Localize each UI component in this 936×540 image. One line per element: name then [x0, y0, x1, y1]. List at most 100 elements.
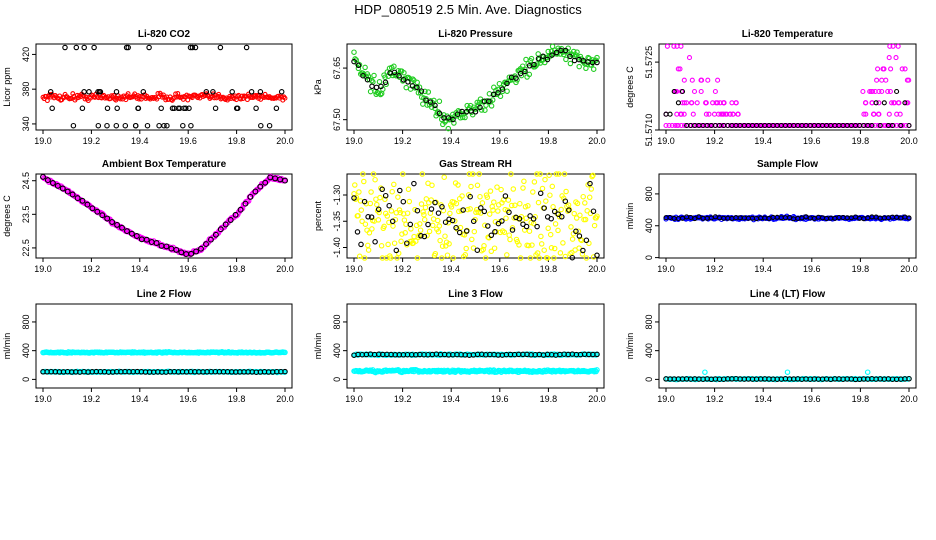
panel-p4: Ambient Box Temperature 19.0 19.2 19.4 19.6 1… [2, 159, 294, 274]
data-point [400, 171, 406, 177]
x-tick-label: 19.8 [228, 264, 246, 274]
data-point [712, 88, 718, 95]
data-point [114, 105, 120, 112]
data-point [430, 222, 436, 229]
panel-p3: Li-820 Temperature 19.0 19.2 19.4 19.6 19.8 20… [625, 29, 918, 146]
data-point [895, 43, 901, 49]
data-point [509, 227, 516, 233]
data-point [143, 236, 150, 243]
data-point [525, 203, 531, 209]
data-point [587, 180, 593, 187]
data-point [428, 206, 435, 212]
data-point [411, 180, 417, 187]
x-tick-label: 20.0 [588, 264, 606, 274]
data-point [424, 102, 430, 108]
data-point [74, 195, 81, 202]
data-point [477, 193, 483, 200]
data-point [487, 188, 494, 194]
x-tick-label: 19.0 [34, 136, 52, 146]
data-point [863, 122, 869, 129]
data-point [421, 233, 428, 240]
x-tick-label: 19.2 [394, 264, 412, 274]
data-point [446, 241, 452, 247]
x-tick-label: 19.8 [228, 394, 246, 404]
data-point [681, 100, 687, 106]
x-tick-label: 19.0 [34, 394, 52, 404]
data-point [588, 186, 595, 192]
data-point [356, 189, 362, 195]
data-point [877, 122, 883, 129]
data-point [482, 107, 488, 113]
y-axis-label: degrees C [625, 66, 635, 108]
data-point [448, 204, 455, 210]
data-point [498, 186, 504, 193]
data-point [898, 122, 904, 129]
data-point [691, 88, 698, 95]
data-point [730, 111, 736, 117]
data-point [391, 240, 398, 246]
data-point [594, 252, 600, 259]
data-point [365, 242, 371, 249]
data-point [395, 250, 402, 257]
data-point [389, 188, 395, 195]
data-point [459, 193, 465, 199]
data-point [114, 221, 121, 228]
data-point [407, 221, 414, 228]
data-point [282, 95, 288, 101]
data-point [370, 171, 377, 177]
data-point [879, 77, 885, 83]
data-point [160, 92, 166, 98]
data-point [203, 89, 210, 95]
data-point [887, 122, 894, 129]
data-point [192, 44, 199, 51]
y-tick-label: 0 [644, 255, 654, 260]
data-point [566, 207, 572, 213]
y-axis-label: percent [313, 200, 323, 231]
data-point [526, 71, 533, 78]
data-point [512, 202, 518, 209]
data-point [900, 122, 906, 129]
data-point [436, 223, 443, 229]
data-point [234, 105, 241, 112]
data-point [432, 105, 438, 112]
data-point [574, 49, 580, 55]
data-point [69, 191, 76, 198]
data-point [397, 187, 403, 194]
data-point [801, 122, 807, 129]
data-point [257, 89, 264, 95]
data-point [470, 218, 477, 225]
panel-p1: Li-820 CO2 19.0 19.2 19.4 19.6 19.8 20.0 340 380… [2, 29, 294, 146]
data-point [559, 214, 565, 220]
data-point [577, 212, 583, 219]
x-tick-label: 19.8 [540, 394, 558, 404]
data-point [555, 227, 561, 234]
data-point [435, 228, 442, 235]
data-point [361, 178, 367, 185]
data-point [382, 79, 389, 86]
data-point [360, 72, 366, 79]
series-line1 [351, 171, 600, 261]
data-point [780, 122, 786, 129]
data-point [413, 238, 419, 244]
x-tick-label: 20.0 [900, 136, 918, 146]
data-point [702, 369, 708, 375]
data-point [574, 200, 581, 207]
data-point [399, 231, 405, 237]
data-point [663, 111, 669, 117]
data-point [534, 250, 541, 256]
data-point [439, 243, 446, 249]
data-point [528, 55, 535, 62]
data-point [876, 100, 882, 106]
data-point [469, 236, 475, 243]
data-point [860, 88, 866, 95]
series-line2 [351, 366, 600, 376]
x-tick-label: 19.2 [706, 264, 724, 274]
y-tick-label: 67.50 [332, 108, 342, 131]
data-point [473, 209, 479, 216]
panel-title: Li-820 Temperature [742, 29, 834, 40]
data-point [490, 91, 497, 98]
data-point [54, 182, 61, 189]
data-point [814, 122, 820, 129]
data-point [523, 215, 530, 221]
data-point [361, 198, 368, 205]
